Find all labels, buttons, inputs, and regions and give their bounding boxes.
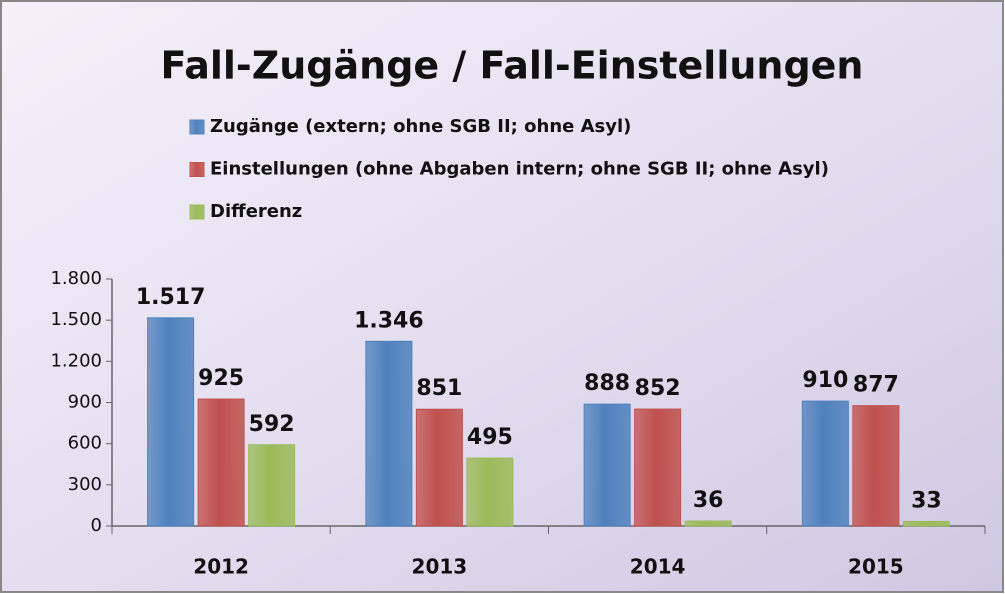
data-label: 1.346 — [354, 308, 424, 333]
data-label: 1.517 — [136, 285, 206, 310]
bar — [197, 398, 245, 527]
bar — [583, 403, 631, 527]
data-label: 36 — [693, 488, 724, 513]
x-tick-label: 2012 — [193, 555, 249, 579]
bar — [634, 408, 682, 527]
bar — [466, 457, 514, 527]
legend-swatch — [189, 162, 205, 177]
data-label: 495 — [467, 425, 513, 450]
bar — [852, 405, 900, 527]
bar — [902, 520, 950, 527]
data-label: 851 — [416, 376, 462, 401]
data-label: 877 — [853, 373, 899, 398]
y-tick-label: 1.200 — [50, 350, 102, 371]
data-label: 888 — [584, 371, 630, 396]
y-tick-label: 600 — [68, 433, 102, 454]
y-tick-label: 300 — [68, 474, 102, 495]
y-tick-label: 900 — [68, 392, 102, 413]
bar — [248, 444, 296, 527]
data-label: 910 — [802, 368, 848, 393]
x-tick-label: 2014 — [630, 555, 686, 579]
bar — [147, 317, 195, 527]
x-tick-label: 2015 — [848, 555, 904, 579]
data-label: 925 — [198, 366, 244, 391]
y-tick-label: 0 — [91, 515, 102, 536]
bar — [801, 400, 849, 527]
chart-title: Fall-Zugänge / Fall-Einstellungen — [161, 44, 864, 88]
data-label: 33 — [911, 488, 942, 513]
data-label: 852 — [635, 376, 681, 401]
data-label: 592 — [249, 412, 295, 437]
legend-swatch — [189, 119, 205, 135]
legend-swatch — [189, 204, 205, 220]
bar — [365, 340, 413, 527]
y-tick-label: 1.500 — [50, 309, 102, 330]
legend-label: Zugänge (extern; ohne SGB II; ohne Asyl) — [210, 116, 631, 137]
bar — [415, 408, 463, 527]
legend-label: Einstellungen (ohne Abgaben intern; ohne… — [210, 159, 829, 180]
y-tick-label: 1.800 — [50, 268, 102, 289]
bar — [684, 520, 732, 527]
legend-label: Differenz — [210, 201, 302, 222]
x-tick-label: 2013 — [412, 555, 468, 579]
